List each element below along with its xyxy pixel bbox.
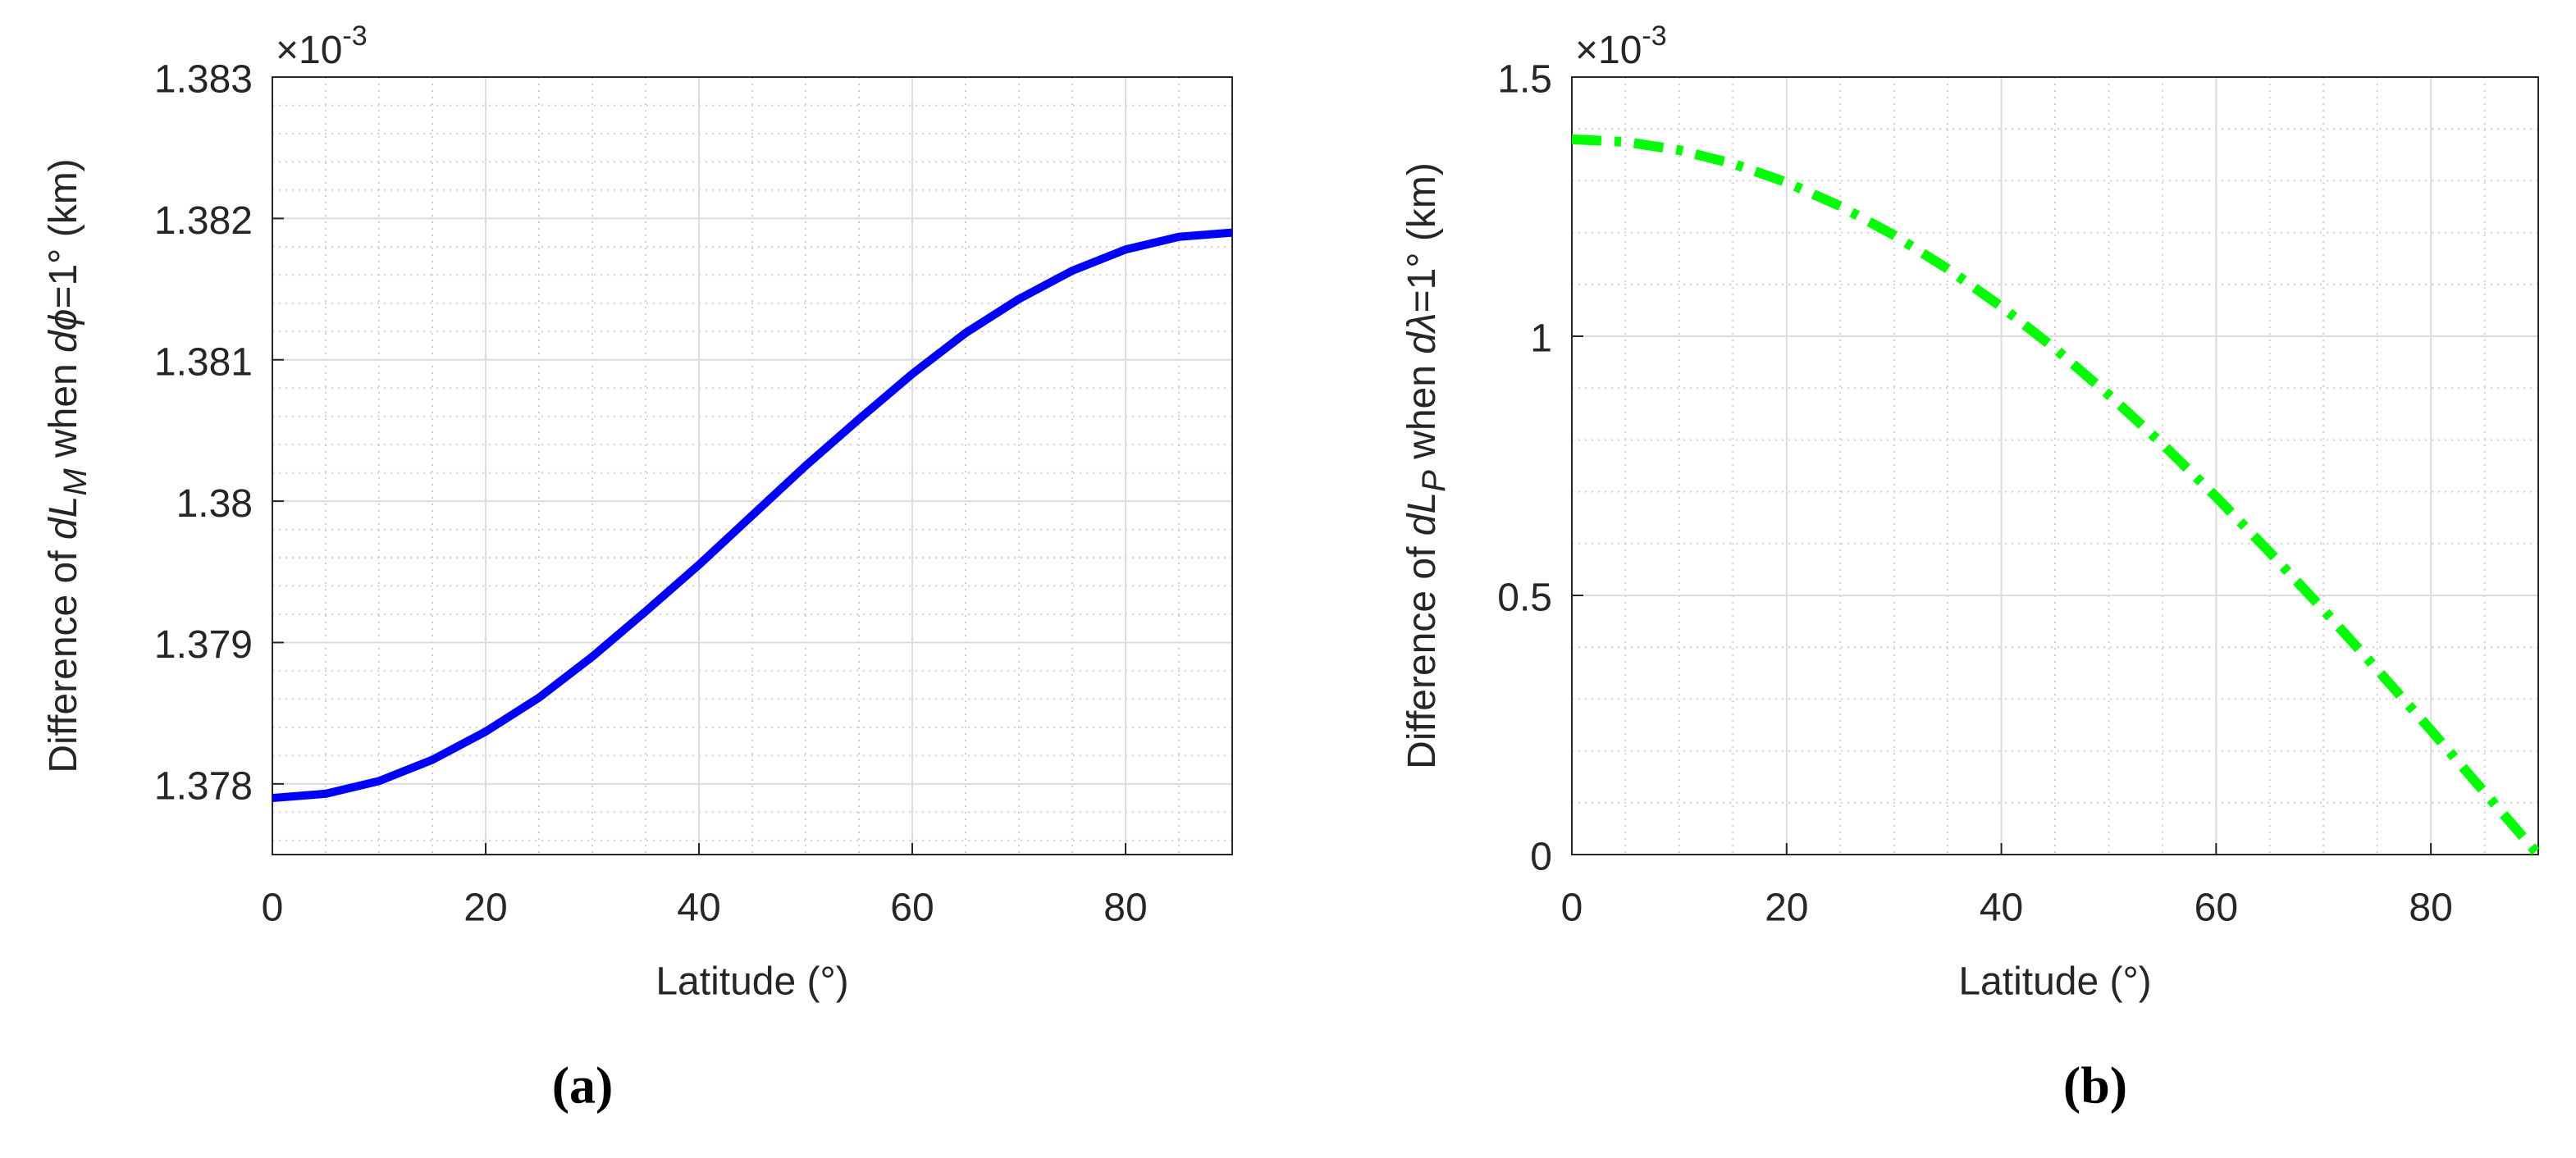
- x-tick-label: 20: [1765, 887, 1808, 930]
- panel-caption: (b): [2063, 1056, 2127, 1115]
- y-tick-label: 1.379: [154, 623, 253, 667]
- y-label-part: dλ: [1400, 312, 1444, 353]
- x-tick-label: 80: [1103, 887, 1147, 930]
- axes-box: [272, 76, 1233, 855]
- exponent-power: -3: [342, 21, 367, 52]
- y-tick-label: 1.38: [176, 482, 253, 526]
- x-tick-label: 80: [2409, 887, 2452, 930]
- chart: 0 20 40 60 80 0 0.5 1 1.5 ×10-3 Latitude (°) Differ…: [1400, 21, 2542, 1115]
- y-tick-label: 1: [1530, 317, 1552, 361]
- y-label-part: dL: [1400, 492, 1444, 536]
- y-axis-label: Difference of dLP when dλ=1° (km): [1400, 162, 1452, 769]
- y-tick-label: 1.382: [154, 199, 253, 243]
- y-label-part: when: [42, 353, 85, 468]
- chart: 0 20 40 60 80 1.378 1.379 1.38 1.381 1.382 1.383 ×1…: [42, 21, 1233, 1115]
- y-label-part: =1° (km): [42, 158, 85, 308]
- y-label-part: Difference of: [42, 540, 85, 773]
- y-label-part: dϕ: [42, 309, 85, 353]
- y-label-part: when: [1400, 354, 1444, 470]
- axis-exponent: ×10-3: [276, 21, 368, 72]
- exponent-base: ×10: [1575, 29, 1642, 72]
- panel-caption: (a): [552, 1056, 614, 1115]
- exponent-power: -3: [1642, 21, 1666, 52]
- y-label-part: P: [1416, 470, 1452, 492]
- y-tick-label: 1.381: [154, 340, 253, 384]
- x-tick-label: 60: [2195, 887, 2238, 930]
- y-label-part: =1° (km): [1400, 162, 1444, 312]
- y-tick-label: 1.5: [1497, 58, 1552, 102]
- exponent-base: ×10: [276, 29, 342, 72]
- x-axis-label: Latitude (°): [1958, 960, 2151, 1004]
- x-tick-label: 0: [262, 887, 284, 930]
- y-tick-label: 1.383: [154, 58, 253, 102]
- y-tick-label: 0: [1530, 836, 1552, 879]
- x-tick-label: 40: [1980, 887, 2023, 930]
- x-axis-label: Latitude (°): [655, 960, 848, 1004]
- axes-box: [1571, 76, 2539, 855]
- y-label-part: M: [57, 468, 94, 496]
- x-tick-label: 0: [1561, 887, 1583, 930]
- y-tick-label: 1.378: [154, 764, 253, 808]
- x-tick-label: 20: [464, 887, 507, 930]
- y-axis-label: Difference of dLM when dϕ=1° (km): [42, 158, 94, 773]
- data-line: [272, 228, 1233, 803]
- x-tick-label: 40: [677, 887, 720, 930]
- x-tick-label: 60: [890, 887, 934, 930]
- axis-exponent: ×10-3: [1575, 21, 1667, 72]
- y-label-part: dL: [42, 496, 85, 540]
- y-tick-label: 0.5: [1497, 577, 1552, 620]
- y-label-part: Difference of: [1400, 536, 1444, 769]
